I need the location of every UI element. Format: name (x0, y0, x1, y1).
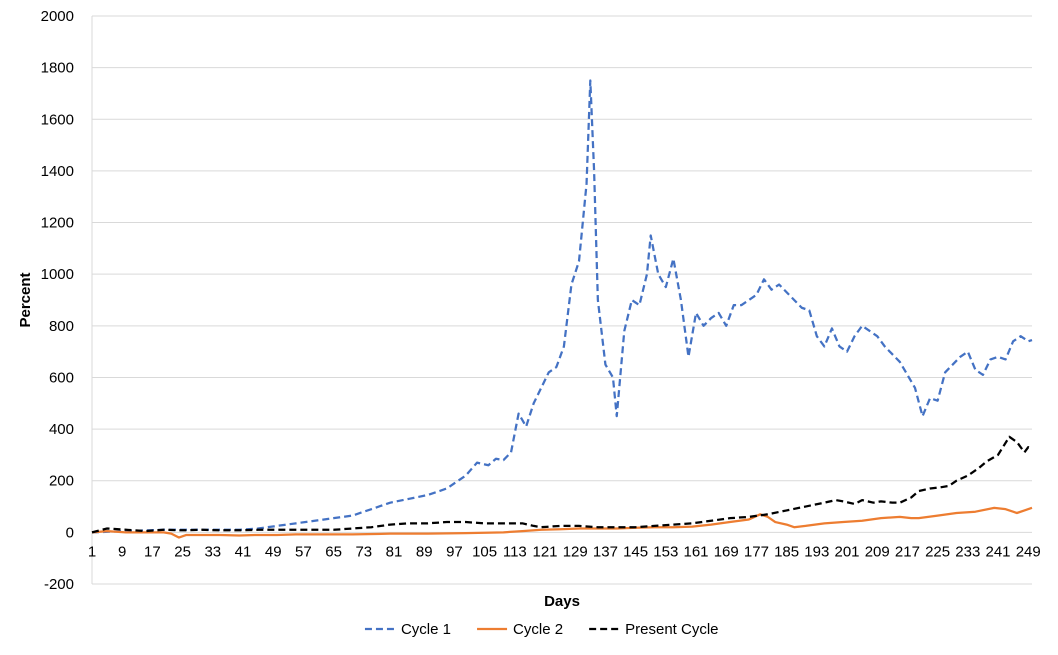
legend-item-cycle-2: Cycle 2 (477, 621, 563, 638)
y-tick-label: 1000 (41, 266, 74, 283)
x-tick-label: 113 (503, 543, 527, 560)
x-tick-label: 121 (532, 543, 557, 560)
x-tick-label: 169 (714, 543, 739, 560)
x-tick-label: 129 (563, 543, 588, 560)
y-tick-label: 1400 (41, 163, 74, 180)
y-tick-label: 0 (66, 524, 74, 541)
x-tick-label: 9 (118, 543, 126, 560)
x-tick-label: 1 (88, 543, 96, 560)
legend: Cycle 1 Cycle 2 Present Cycle (364, 621, 719, 638)
x-tick-label: 89 (416, 543, 433, 560)
y-tick-label: 1200 (41, 215, 74, 232)
x-tick-label: 97 (446, 543, 463, 560)
x-tick-label: 33 (204, 543, 221, 560)
x-tick-label: 41 (235, 543, 252, 560)
x-tick-label: 153 (653, 543, 678, 560)
x-tick-label: 137 (593, 543, 618, 560)
x-tick-label: 249 (1016, 543, 1041, 560)
x-tick-label: 193 (804, 543, 829, 560)
legend-label: Cycle 1 (401, 621, 451, 638)
legend-item-present-cycle: Present Cycle (589, 621, 719, 638)
series-line-present-cycle (91, 435, 1033, 534)
x-tick-label: 185 (774, 543, 799, 560)
x-tick-label: 209 (865, 543, 890, 560)
legend-item-cycle-1: Cycle 1 (364, 621, 451, 638)
gridlines (92, 15, 1032, 585)
series-line-cycle-2 (91, 506, 1033, 539)
x-tick-label: 57 (295, 543, 312, 560)
x-tick-label: 233 (955, 543, 980, 560)
x-tick-label: 177 (744, 543, 769, 560)
x-tick-label: 105 (472, 543, 497, 560)
y-tick-label: 1800 (41, 60, 74, 77)
y-tick-label: -200 (44, 576, 74, 593)
series-lines (91, 79, 1033, 539)
x-tick-labels: 1 9 17 25 33 41 49 57 65 73 81 89 97 105 113 121 129 137 1… (88, 543, 1041, 560)
y-tick-labels: -200 0 200 400 600 800 1000 1200 1400 1600 1800 200… (41, 8, 74, 593)
y-tick-label: 400 (49, 421, 74, 438)
x-tick-label: 73 (355, 543, 372, 560)
x-tick-label: 49 (265, 543, 282, 560)
x-tick-label: 65 (325, 543, 342, 560)
x-tick-label: 25 (174, 543, 191, 560)
axes (91, 16, 1032, 584)
x-tick-label: 225 (925, 543, 950, 560)
x-tick-label: 201 (835, 543, 860, 560)
x-tick-label: 145 (623, 543, 648, 560)
y-tick-label: 200 (49, 473, 74, 490)
x-axis-title: Days (544, 593, 580, 610)
y-tick-label: 1600 (41, 111, 74, 128)
series-line-cycle-1 (91, 79, 1033, 534)
y-axis-title: Percent (17, 272, 34, 327)
x-tick-label: 217 (895, 543, 920, 560)
legend-label: Present Cycle (625, 621, 718, 638)
x-tick-label: 17 (144, 543, 161, 560)
x-tick-label: 241 (986, 543, 1011, 560)
y-tick-label: 800 (49, 318, 74, 335)
legend-label: Cycle 2 (513, 621, 563, 638)
x-tick-label: 161 (684, 543, 709, 560)
y-tick-label: 600 (49, 369, 74, 386)
x-tick-label: 81 (386, 543, 403, 560)
y-tick-label: 2000 (41, 8, 74, 25)
